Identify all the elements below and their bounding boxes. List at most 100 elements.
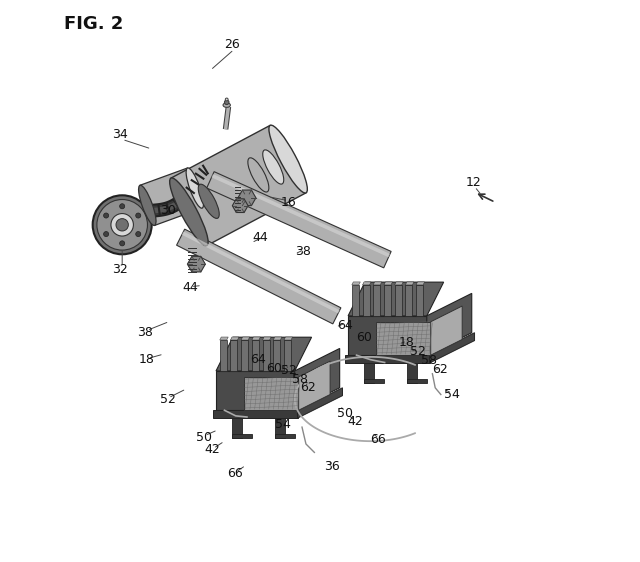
Polygon shape — [216, 337, 312, 371]
Polygon shape — [211, 174, 390, 257]
Polygon shape — [171, 125, 306, 246]
Polygon shape — [182, 232, 340, 314]
Polygon shape — [241, 340, 248, 371]
Polygon shape — [346, 355, 429, 363]
Ellipse shape — [104, 232, 109, 237]
Polygon shape — [384, 282, 392, 285]
Text: 64: 64 — [250, 353, 266, 366]
Polygon shape — [299, 361, 330, 410]
Text: 52: 52 — [281, 364, 296, 378]
Polygon shape — [294, 348, 340, 410]
Text: 60: 60 — [267, 361, 282, 375]
Polygon shape — [262, 340, 269, 371]
Polygon shape — [232, 434, 252, 438]
Text: 44: 44 — [182, 281, 198, 294]
Text: 44: 44 — [253, 230, 268, 244]
Ellipse shape — [136, 232, 141, 237]
Text: 32: 32 — [112, 263, 128, 277]
Text: 30: 30 — [160, 204, 176, 217]
Polygon shape — [188, 256, 205, 272]
Polygon shape — [416, 282, 424, 285]
Polygon shape — [230, 340, 237, 371]
Polygon shape — [405, 285, 412, 316]
Ellipse shape — [97, 200, 147, 250]
Polygon shape — [348, 282, 444, 316]
Polygon shape — [216, 371, 294, 410]
Polygon shape — [364, 363, 374, 383]
Polygon shape — [238, 190, 256, 206]
Ellipse shape — [223, 103, 230, 107]
Text: 66: 66 — [371, 433, 387, 446]
Polygon shape — [352, 285, 359, 316]
Text: 52: 52 — [160, 392, 176, 406]
Ellipse shape — [136, 213, 141, 218]
Text: 60: 60 — [356, 330, 372, 344]
Polygon shape — [407, 363, 417, 383]
Text: 12: 12 — [466, 176, 482, 189]
Ellipse shape — [225, 100, 229, 105]
Polygon shape — [241, 337, 250, 340]
Text: 36: 36 — [324, 460, 340, 473]
Text: 66: 66 — [227, 466, 243, 480]
Polygon shape — [230, 337, 239, 340]
Polygon shape — [177, 229, 341, 324]
Ellipse shape — [269, 125, 307, 193]
Text: 18: 18 — [399, 336, 415, 350]
Ellipse shape — [186, 168, 204, 208]
Polygon shape — [220, 340, 227, 371]
Text: 42: 42 — [347, 415, 363, 428]
Polygon shape — [362, 285, 369, 316]
Polygon shape — [431, 306, 462, 355]
Polygon shape — [140, 168, 202, 225]
Text: 18: 18 — [139, 353, 155, 366]
Polygon shape — [207, 171, 391, 268]
Polygon shape — [275, 434, 295, 438]
Text: 58: 58 — [292, 373, 308, 386]
Text: 58: 58 — [421, 354, 437, 368]
Polygon shape — [427, 293, 472, 355]
Polygon shape — [352, 282, 360, 285]
Text: 34: 34 — [112, 128, 128, 142]
Polygon shape — [262, 337, 271, 340]
Polygon shape — [273, 340, 280, 371]
Polygon shape — [348, 316, 427, 355]
Polygon shape — [284, 337, 292, 340]
Polygon shape — [405, 282, 414, 285]
Ellipse shape — [111, 214, 133, 236]
Polygon shape — [395, 282, 403, 285]
Text: 62: 62 — [433, 363, 448, 377]
Text: 26: 26 — [225, 38, 240, 52]
Polygon shape — [416, 285, 423, 316]
Text: 50: 50 — [337, 406, 353, 420]
Polygon shape — [407, 379, 428, 383]
Ellipse shape — [248, 158, 269, 192]
Ellipse shape — [198, 184, 220, 219]
Polygon shape — [373, 285, 380, 316]
Ellipse shape — [225, 98, 228, 101]
Polygon shape — [232, 418, 242, 438]
Ellipse shape — [120, 203, 125, 209]
Text: 38: 38 — [294, 245, 310, 259]
Polygon shape — [384, 285, 391, 316]
Polygon shape — [252, 337, 260, 340]
Text: 54: 54 — [275, 418, 291, 431]
Polygon shape — [284, 340, 291, 371]
Polygon shape — [273, 337, 282, 340]
Ellipse shape — [120, 241, 125, 246]
Ellipse shape — [93, 196, 152, 254]
Ellipse shape — [139, 185, 156, 225]
Text: 50: 50 — [196, 430, 212, 444]
Polygon shape — [252, 340, 259, 371]
Polygon shape — [220, 337, 228, 340]
Polygon shape — [376, 321, 431, 355]
Ellipse shape — [263, 150, 284, 184]
Polygon shape — [298, 388, 342, 418]
Polygon shape — [364, 379, 384, 383]
Ellipse shape — [104, 213, 109, 218]
Text: FIG. 2: FIG. 2 — [64, 15, 124, 33]
Text: 64: 64 — [337, 319, 353, 333]
Polygon shape — [232, 199, 248, 212]
Polygon shape — [213, 410, 298, 418]
Text: 62: 62 — [300, 381, 316, 395]
Polygon shape — [373, 282, 381, 285]
